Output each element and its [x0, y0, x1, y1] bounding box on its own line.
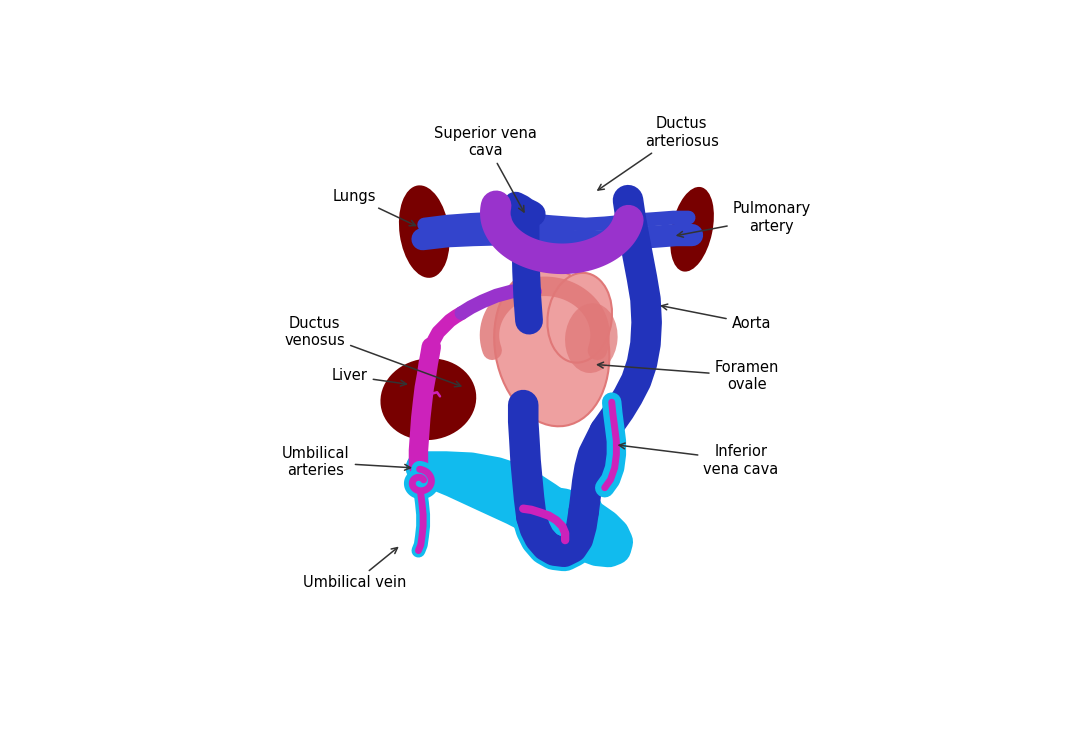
Text: Pulmonary
artery: Pulmonary artery: [677, 201, 811, 237]
Text: Superior vena
cava: Superior vena cava: [434, 125, 537, 212]
Text: Umbilical vein: Umbilical vein: [302, 547, 406, 590]
Ellipse shape: [671, 187, 714, 271]
Ellipse shape: [380, 358, 476, 440]
Text: bio: bio: [1029, 730, 1053, 743]
Ellipse shape: [414, 469, 426, 481]
Text: Foramen
ovale: Foramen ovale: [597, 360, 779, 392]
Text: Umbilical
arteries: Umbilical arteries: [282, 446, 410, 479]
Text: Aorta: Aorta: [662, 304, 771, 331]
Text: Created in: Created in: [784, 730, 849, 743]
Ellipse shape: [548, 273, 612, 363]
Ellipse shape: [495, 268, 609, 426]
Text: Ductus
arteriosus: Ductus arteriosus: [598, 116, 718, 190]
Ellipse shape: [565, 303, 618, 373]
Text: Lungs: Lungs: [333, 189, 416, 226]
Text: Liver: Liver: [332, 368, 406, 386]
Ellipse shape: [415, 483, 424, 491]
Ellipse shape: [399, 185, 449, 278]
Text: Ductus
venosus: Ductus venosus: [284, 316, 461, 387]
Text: Inferior
vena cava: Inferior vena cava: [619, 443, 779, 476]
Text: BioRender.com: BioRender.com: [891, 730, 989, 743]
